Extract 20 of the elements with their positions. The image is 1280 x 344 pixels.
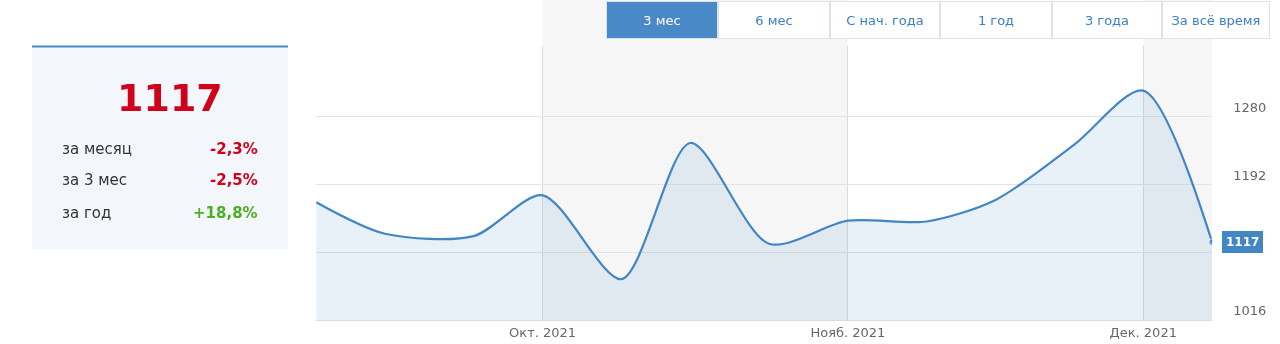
text: +18,8% [193, 204, 258, 222]
y-tick-label: 1192 [1233, 167, 1267, 183]
text: 3 мес [643, 12, 681, 28]
text: -2,3% [210, 140, 258, 158]
data-label: 1117 [1226, 235, 1260, 249]
text: -2,5% [210, 171, 258, 189]
x-tick-label: Нояб. 2021 [810, 324, 886, 340]
text: С нач. года [846, 12, 924, 28]
text: 3 года [1084, 12, 1130, 28]
text: за год [62, 204, 112, 222]
x-tick-label: Дек. 2021 [1109, 324, 1177, 340]
y-tick-label: 1280 [1233, 100, 1267, 116]
y-tick-label: 1016 [1233, 303, 1267, 319]
text: 6 мес [755, 12, 793, 28]
text: 1117 [117, 76, 223, 120]
text: за месяц [62, 140, 132, 158]
text: За всё время [1171, 12, 1261, 28]
text: за 3 мес [62, 171, 128, 189]
text: 1 год [977, 12, 1015, 28]
x-tick-label: Окт. 2021 [509, 324, 577, 340]
